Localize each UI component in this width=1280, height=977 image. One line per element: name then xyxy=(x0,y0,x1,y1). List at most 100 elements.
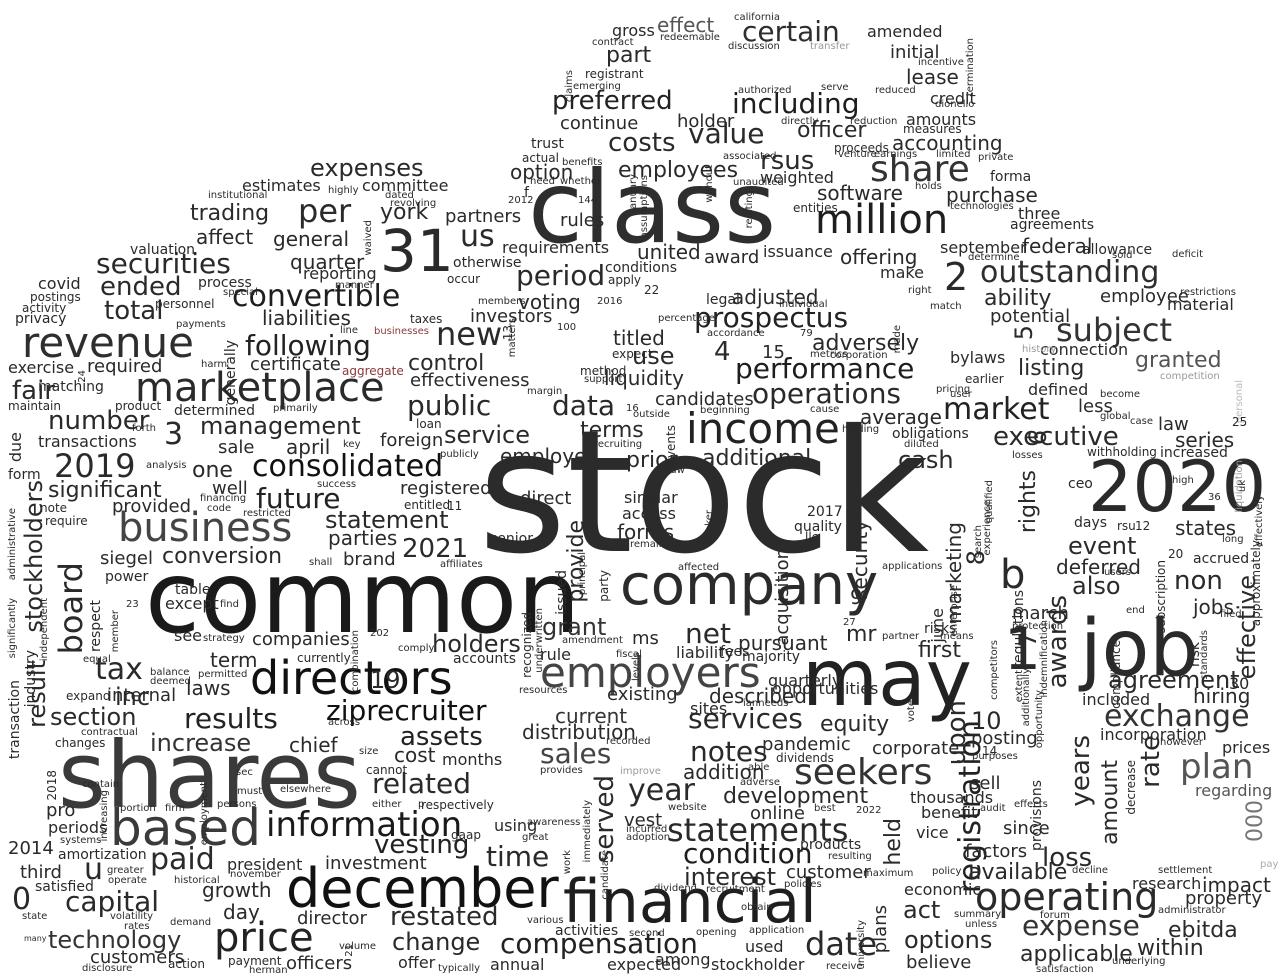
word-6: 6 xyxy=(1024,430,1052,446)
word-find: find xyxy=(220,599,239,610)
word-statement: statement xyxy=(325,506,449,534)
word-compensation: compensation xyxy=(500,927,698,960)
word-subject: subject xyxy=(1056,311,1172,349)
word-forms: forms xyxy=(617,520,675,544)
word-see: see xyxy=(174,626,203,645)
word-second: second xyxy=(629,928,665,939)
word-standards: standards xyxy=(1199,630,1210,680)
word-potential: potential xyxy=(990,306,1071,327)
word-actual: actual xyxy=(522,151,559,165)
word-offer: offer xyxy=(398,953,436,972)
word-products: products xyxy=(800,837,862,853)
word-loss: loss xyxy=(1042,843,1093,873)
word-dated: dated xyxy=(385,190,414,201)
word-marketplace: marketplace xyxy=(135,365,385,411)
word-2022: 2022 xyxy=(856,805,882,816)
word-costs: costs xyxy=(608,128,676,158)
word-immediately: immediately xyxy=(582,800,593,863)
word-annual: annual xyxy=(490,955,545,974)
word-issued: issued xyxy=(554,570,570,615)
word-highly: highly xyxy=(328,185,359,196)
word-4: 4 xyxy=(714,337,731,367)
word-income: income xyxy=(686,404,840,453)
word-f: f xyxy=(524,185,529,201)
word-right: right xyxy=(908,285,932,296)
word-corporation: corporation xyxy=(830,350,888,361)
word-average: average xyxy=(860,405,942,429)
word-contract: contract xyxy=(592,37,634,48)
word-summary: summary xyxy=(954,909,1002,920)
word-2019: 2019 xyxy=(54,447,136,485)
word-march: march xyxy=(1012,603,1069,624)
word-percentage: percentage xyxy=(658,313,715,324)
word-statements: statements xyxy=(667,811,849,849)
word-2016: 2016 xyxy=(597,296,623,307)
word-companies: companies xyxy=(252,629,350,650)
word-tax: tax xyxy=(95,652,143,687)
word-cause: cause xyxy=(810,404,840,415)
word-opportunities: opportunities xyxy=(772,679,879,698)
word-since: since xyxy=(1003,818,1050,839)
word-employee: employee xyxy=(1100,286,1189,307)
word-part: part xyxy=(606,43,652,68)
word-certain: certain xyxy=(742,15,840,48)
word-success: success xyxy=(317,479,357,490)
word-pandemic: pandemic xyxy=(762,734,851,755)
word-16: 16 xyxy=(626,403,639,414)
word-new: new xyxy=(436,315,503,353)
word-search: search xyxy=(973,525,984,559)
word-listing: listing xyxy=(1018,356,1085,381)
word-including: including xyxy=(732,87,860,120)
word-increased: increased xyxy=(1160,445,1228,461)
word-inc: inc xyxy=(115,683,151,711)
word-company: company xyxy=(620,553,879,618)
word-cost: cost xyxy=(394,743,436,767)
word-due: due xyxy=(6,432,25,463)
word-many: many xyxy=(24,934,47,943)
word-incentive: incentive xyxy=(918,57,964,68)
word-uk: uk xyxy=(1237,480,1248,493)
word-share: share xyxy=(870,149,970,190)
word-lease: lease xyxy=(906,65,959,89)
word-13: 13 xyxy=(501,325,515,341)
word-awareness: awareness xyxy=(527,817,581,828)
word-required: required xyxy=(87,356,163,377)
word-000: 000 xyxy=(1243,800,1268,842)
word-demand: demand xyxy=(170,917,212,928)
word-control: control xyxy=(408,351,485,376)
word-years: years xyxy=(1066,735,1096,807)
word-state: state xyxy=(22,911,48,922)
word-operating: operating xyxy=(975,875,1159,919)
word-addition: addition xyxy=(683,760,765,784)
word-27: 27 xyxy=(843,617,856,628)
word-pay: pay xyxy=(1260,859,1279,870)
word-effectiveness: effectiveness xyxy=(410,370,530,391)
word-amortization: amortization xyxy=(58,847,147,863)
word-valuation: valuation xyxy=(130,242,196,258)
word-thousands: thousands xyxy=(910,788,994,807)
word-growth: growth xyxy=(202,878,272,902)
word-foreign: foreign xyxy=(380,430,444,451)
word-held: held xyxy=(881,818,906,866)
word-loan: loan xyxy=(416,417,442,431)
word-equal: equal xyxy=(83,654,111,665)
word-gaap: gaap xyxy=(451,828,481,842)
word-partner: partner xyxy=(882,631,920,642)
word-period: period xyxy=(516,259,606,292)
word-portion: portion xyxy=(120,803,156,814)
word-agreement: agreement xyxy=(1108,666,1240,694)
word-officers: officers xyxy=(286,953,353,974)
word-well: well xyxy=(212,478,248,499)
word-sale: sale xyxy=(218,437,255,458)
word-members: members xyxy=(478,296,526,307)
word-registrant: registrant xyxy=(585,67,644,81)
word-reporting: reporting xyxy=(303,264,377,283)
word-weighted: weighted xyxy=(760,168,834,187)
word-prices: prices xyxy=(1222,738,1271,757)
word-competitors: competitors xyxy=(989,640,1000,700)
word-cannot: cannot xyxy=(366,763,408,777)
word-entitled: entitled xyxy=(404,498,451,512)
word-ended: ended xyxy=(100,272,182,302)
word-14: 14 xyxy=(982,744,998,758)
word-senior: senior xyxy=(490,531,533,547)
